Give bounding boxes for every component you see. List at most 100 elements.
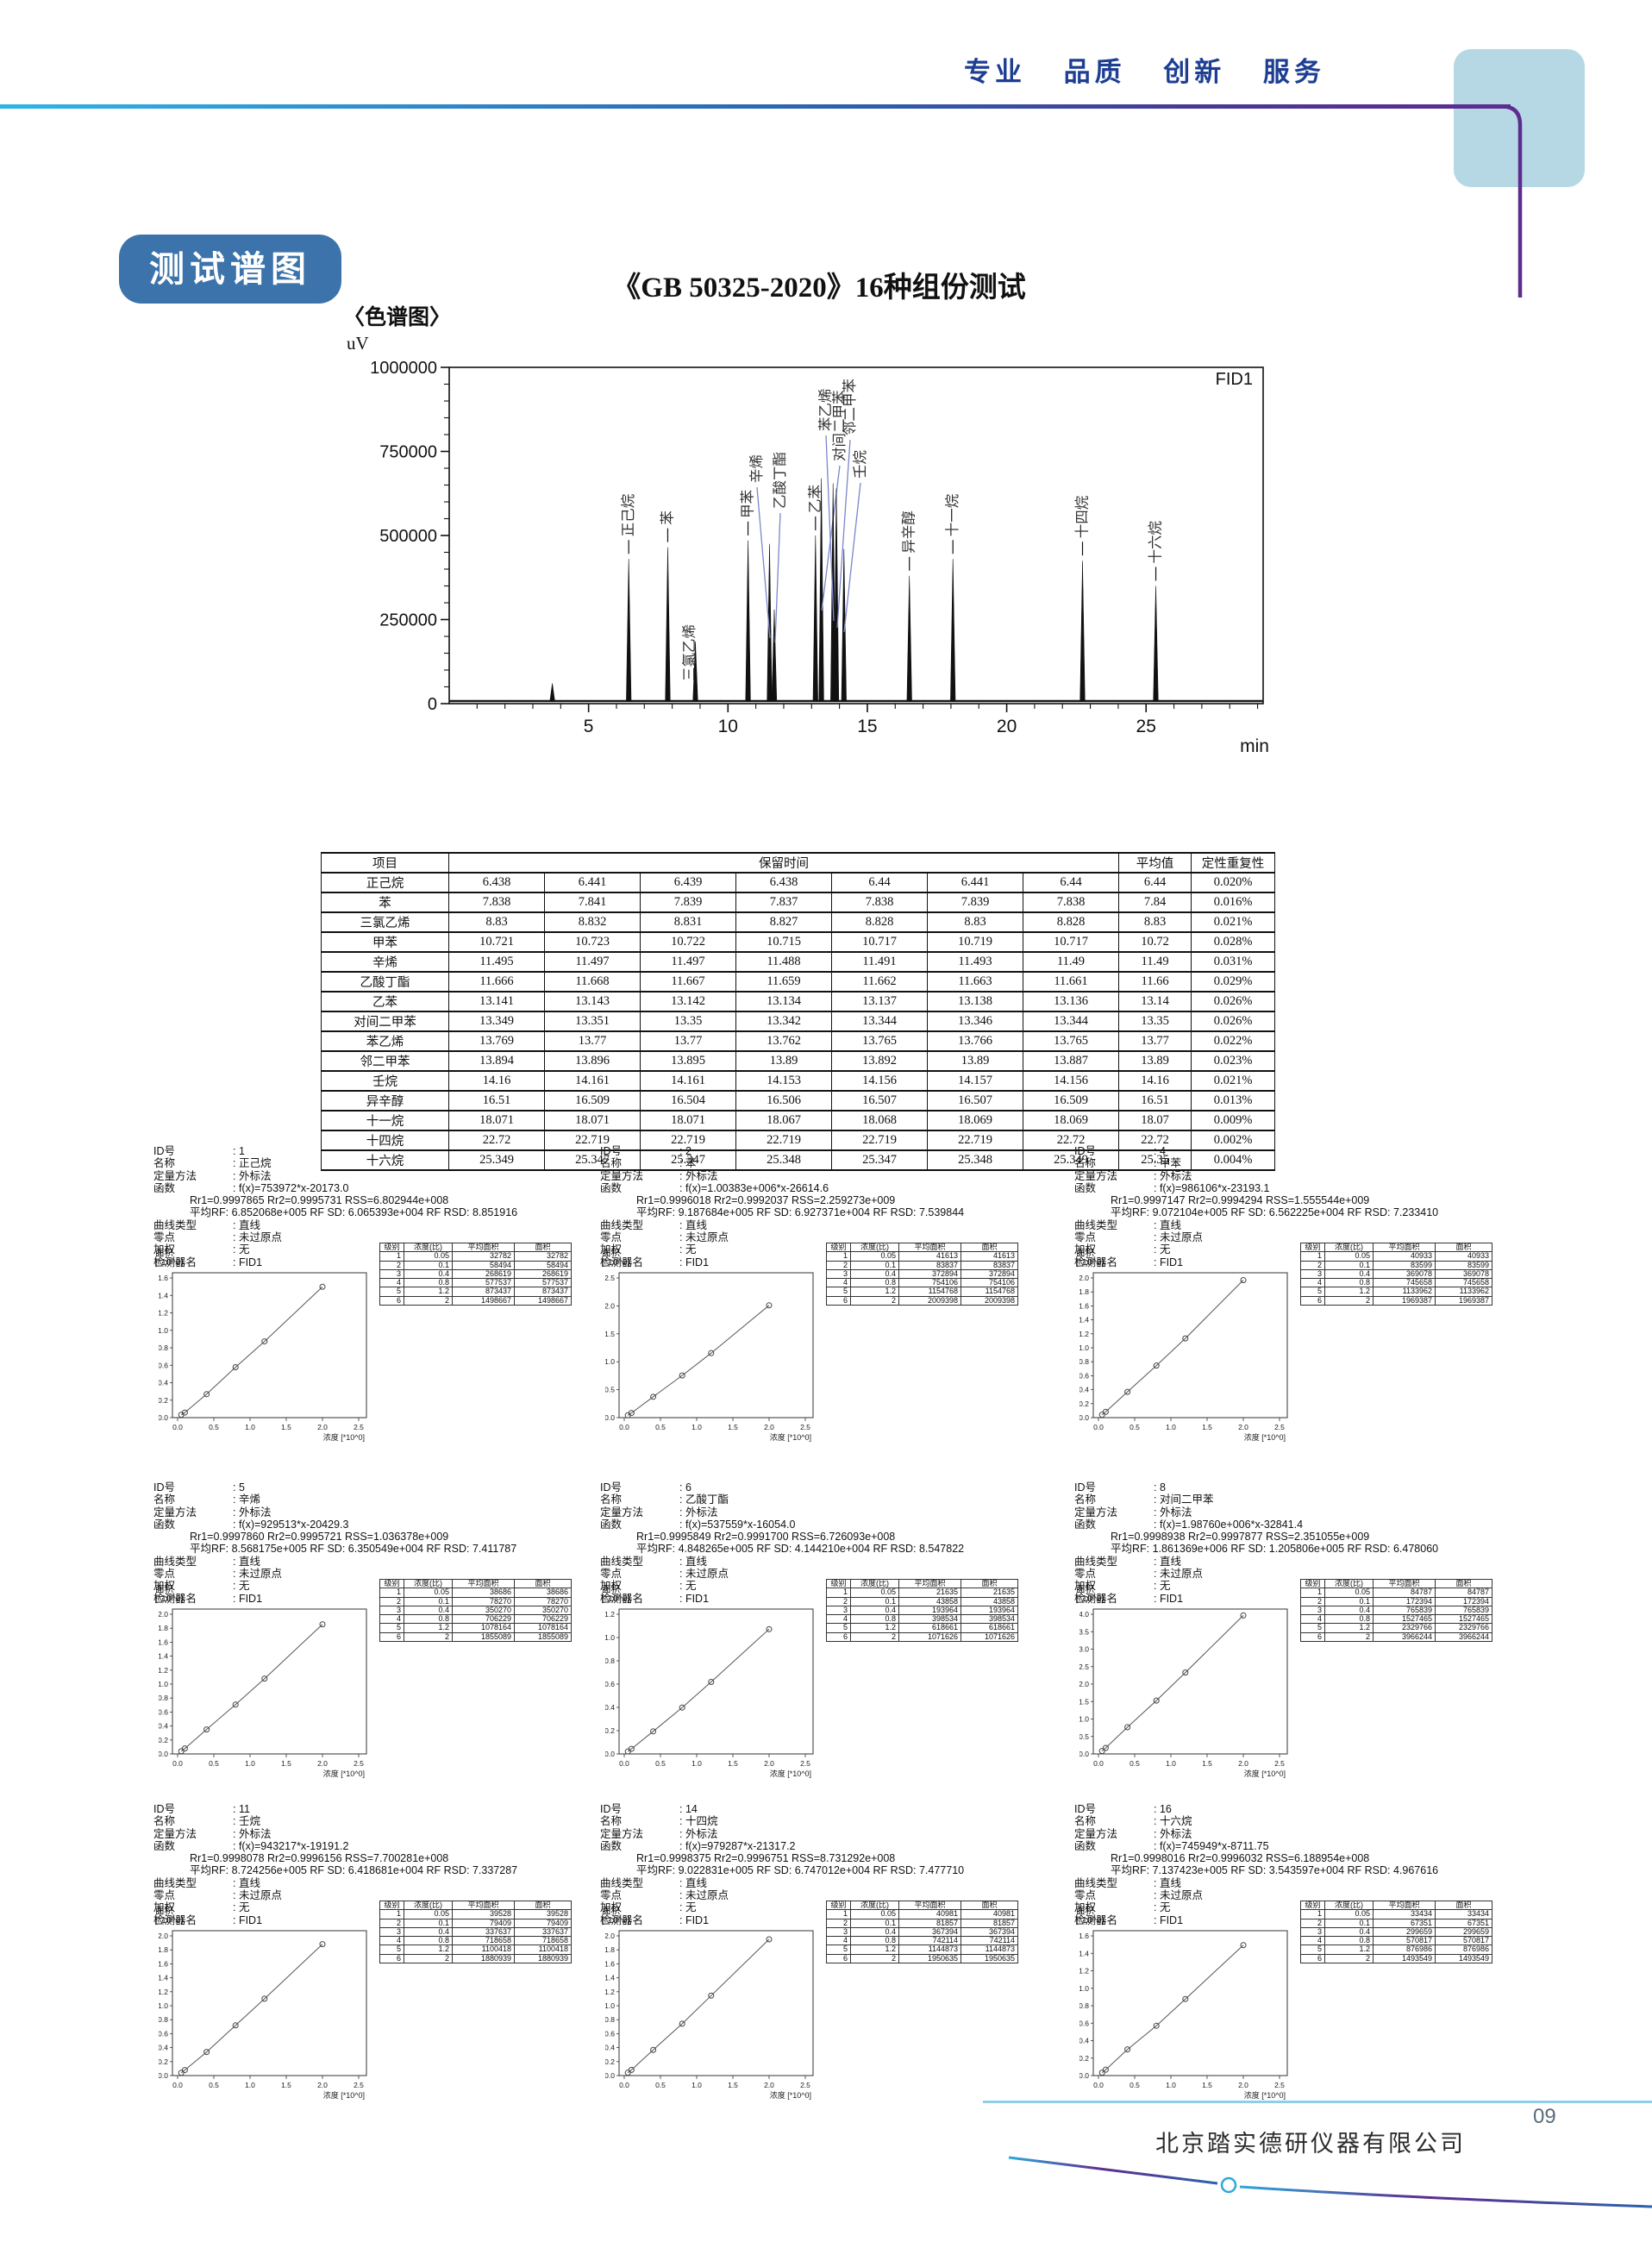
calibration-cell: 5 <box>826 1945 851 1955</box>
calibration-cell: 873437 <box>514 1287 572 1297</box>
calibration-cell: 40981 <box>961 1909 1018 1919</box>
table-row: 十一烷 18.071 18.071 18.071 18.067 18.068 18.069 1… <box>321 1110 1276 1131</box>
panel-info-line: 定量方法: 外标法 <box>148 1506 592 1519</box>
calibration-column-header: 面积 <box>1435 1578 1492 1589</box>
panel-info-line: 检测器名: FID1 <box>1069 1593 1513 1605</box>
panel-field-label: 名称 <box>600 1815 623 1828</box>
table-cell: 14.16 <box>448 1070 545 1092</box>
table-row: 对间二甲苯 13.349 13.351 13.35 13.342 13.344 13.346… <box>321 1011 1276 1032</box>
panel-x-tick: 0.5 <box>655 2081 666 2089</box>
table-cell: 22.719 <box>927 1130 1023 1151</box>
calibration-cell: 1 <box>826 1909 851 1919</box>
header-slogan: 专业 品质 创新 服务 <box>964 57 1325 87</box>
calibration-cell: 2 <box>1324 1295 1374 1306</box>
panel-field-label: 定量方法 <box>153 1169 197 1182</box>
calibration-row: 3 0.4 367394 367394 <box>826 1926 1018 1938</box>
calibration-cell: 0.05 <box>404 1588 453 1598</box>
calibration-cell: 0.8 <box>1324 1278 1374 1288</box>
panel-y-tick: 1.0 <box>605 1633 615 1642</box>
calibration-row: 1 0.05 21635 21635 <box>826 1588 1018 1598</box>
calibration-panel: ID号: 1 名称: 正己烷 定量方法: 外标法 函数: f(x)=753972*x-… <box>148 1130 592 1483</box>
panel-field-value: : 壬烷 <box>233 1815 260 1828</box>
data-point <box>1182 1335 1189 1342</box>
table-cell: 0.013% <box>1191 1090 1276 1112</box>
panel-y-tick: 2.5 <box>1079 1663 1089 1671</box>
panel-field-label: 函数 <box>1074 1839 1097 1852</box>
panel-field-value: : 外标法 <box>679 1506 718 1519</box>
calibration-cell: 765839 <box>1373 1605 1436 1616</box>
calibration-cell: 0.05 <box>404 1251 453 1262</box>
table-cell: 18.071 <box>640 1110 736 1131</box>
panel-info-line: 零点: 未过原点 <box>148 1231 592 1243</box>
panel-info-line: 名称: 苯 <box>595 1157 1039 1169</box>
table-cell: 18.071 <box>544 1110 641 1131</box>
calibration-row: 6 2 1498667 1498667 <box>379 1295 572 1306</box>
table-cell: 11.662 <box>831 971 928 993</box>
calibration-column-header: 面积 <box>961 1900 1018 1911</box>
peak: 苯 <box>659 510 675 702</box>
panel-field-label: 零点 <box>153 1231 176 1244</box>
panel-field-label: 加权 <box>600 1243 623 1256</box>
calibration-row: 1 0.05 32782 32782 <box>379 1251 572 1262</box>
panel-field-value: : f(x)=1.98760e+006*x-32841.4 <box>1154 1518 1304 1531</box>
calibration-table: 级别 浓度(比) 平均面积 面积 1 0.05 84787 84787 2 0.1 172394 17… <box>1300 1578 1492 1643</box>
table-cell: 0.028% <box>1191 931 1276 953</box>
calibration-panel: ID号: 16 名称: 十六烷 定量方法: 外标法 函数: f(x)=745949*x… <box>1069 1788 1513 2141</box>
data-point <box>203 1726 210 1733</box>
calibration-column-header: 面积 <box>1435 1900 1492 1911</box>
table-cell: 11.488 <box>735 951 832 973</box>
table-row: 辛烯 11.495 11.497 11.497 11.488 11.491 11.493 11… <box>321 951 1276 973</box>
panel-field-label: 函数 <box>600 1181 623 1194</box>
table-cell: 7.838 <box>448 892 545 913</box>
calibration-column-header: 浓度(比) <box>850 1242 899 1253</box>
calibration-cell: 0.4 <box>1324 1926 1374 1938</box>
panel-y-tick: 0.8 <box>159 2015 168 2024</box>
panel-y-tick: 1.2 <box>159 1988 168 1996</box>
calibration-table: 级别 浓度(比) 平均面积 面积 1 0.05 40933 40933 2 0.1 83599 835… <box>1300 1242 1492 1306</box>
retention-table: 项目 保留时间 平均值 定性重复性 正己烷 6.438 6.441 6.439 6.438 6.4… <box>321 852 1276 1171</box>
calibration-cell: 6 <box>826 1631 851 1643</box>
panel-info-line: 零点: 未过原点 <box>1069 1568 1513 1580</box>
table-cell: 14.156 <box>1022 1070 1120 1092</box>
calibration-cell: 0.4 <box>404 1268 453 1280</box>
calibration-cell: 0.1 <box>404 1596 453 1606</box>
data-point <box>319 1283 326 1290</box>
calibration-cell: 0.05 <box>1324 1588 1374 1598</box>
panel-field-label: 名称 <box>600 1494 623 1506</box>
calibration-cell: 2329766 <box>1373 1623 1436 1633</box>
data-point <box>708 1350 715 1356</box>
calibration-cell: 0.05 <box>850 1251 899 1262</box>
calibration-cell: 38686 <box>452 1588 515 1598</box>
calibration-cell: 1969387 <box>1373 1295 1436 1306</box>
calibration-cell: 41613 <box>961 1251 1018 1262</box>
panel-field-label: 检测器名 <box>1074 1913 1118 1926</box>
panel-field-label: 曲线类型 <box>1074 1876 1118 1889</box>
panel-field-label: 加权 <box>153 1580 176 1593</box>
calibration-cell: 1527465 <box>1435 1614 1492 1625</box>
calibration-table: 级别 浓度(比) 平均面积 面积 1 0.05 41613 41613 2 0.1 83837 838… <box>826 1242 1018 1306</box>
calibration-cell: 1527465 <box>1373 1614 1436 1625</box>
calibration-cell: 1 <box>379 1251 404 1262</box>
table-cell: 11.49 <box>1022 951 1120 973</box>
calibration-cell: 0.8 <box>1324 1936 1374 1946</box>
panel-info-line: 检测器名: FID1 <box>148 1593 592 1605</box>
panel-x-tick: 2.5 <box>354 1759 364 1768</box>
panel-field-label: 函数 <box>1074 1181 1097 1194</box>
panel-info-line: 检测器名: FID1 <box>1069 1914 1513 1926</box>
panel-y-tick: 4.0 <box>1079 1610 1089 1619</box>
panel-area-axis-label: 面积 [*10^6] <box>1076 1584 1104 1604</box>
table-cell: 25.348 <box>927 1149 1023 1171</box>
table-cell: 16.507 <box>831 1090 928 1112</box>
calibration-cell: 0.8 <box>850 1278 899 1288</box>
panel-info-line: 加权: 无 <box>1069 1580 1513 1592</box>
table-cell: 11.666 <box>448 971 545 993</box>
panel-x-tick: 2.5 <box>1274 1423 1285 1431</box>
panel-area-axis-label: 面积 [*10^6] <box>602 1248 630 1268</box>
panel-field-label: 名称 <box>1074 1157 1097 1170</box>
chromatogram-y-unit: uV <box>347 333 369 354</box>
peak: 甲苯 <box>740 490 756 702</box>
calibration-row: 5 1.2 876986 876986 <box>1300 1945 1492 1955</box>
panel-info-line: 曲线类型: 直线 <box>1069 1877 1513 1889</box>
panel-x-tick: 0.5 <box>655 1759 666 1768</box>
calibration-cell: 83837 <box>898 1260 961 1270</box>
